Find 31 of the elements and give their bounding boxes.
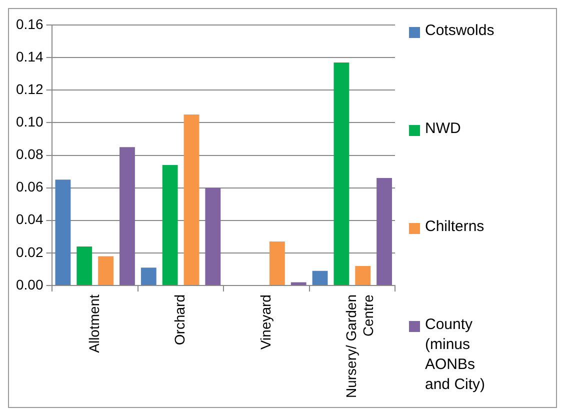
bar — [76, 246, 92, 286]
y-tick-label: 0.14 — [16, 48, 44, 64]
y-tick-label: 0.00 — [16, 276, 44, 292]
legend-label: County (minus AONBs and City) — [425, 315, 486, 395]
legend-label: NWD — [425, 119, 462, 139]
bar — [312, 270, 328, 286]
y-tick-label: 0.12 — [16, 80, 44, 97]
x-tick-label: Nursery/ Garden Centre — [343, 294, 376, 398]
bar — [269, 242, 285, 286]
bar — [162, 165, 178, 286]
y-tick-label: 0.04 — [16, 211, 44, 228]
bar — [120, 147, 135, 286]
bar — [140, 268, 156, 286]
bar — [205, 188, 221, 286]
bar — [334, 62, 350, 286]
legend-label: Chilterns — [425, 217, 486, 237]
bar — [184, 114, 200, 286]
bar — [55, 180, 71, 286]
y-tick-label: 0.10 — [16, 114, 44, 130]
y-tick-label: 0.02 — [16, 244, 44, 260]
legend-label: Cotswolds — [425, 21, 495, 41]
bar — [376, 178, 392, 286]
y-tick-label: 0.06 — [16, 178, 44, 195]
bar — [98, 256, 114, 286]
bar — [355, 266, 371, 286]
x-tick-label: Orchard — [172, 294, 188, 346]
x-tick-label: Vineyard — [257, 294, 274, 350]
bar — [290, 282, 306, 286]
y-tick-label: 0.08 — [16, 146, 44, 162]
y-tick-label: 0.16 — [16, 16, 44, 32]
x-tick-label: Allotment — [86, 294, 102, 353]
